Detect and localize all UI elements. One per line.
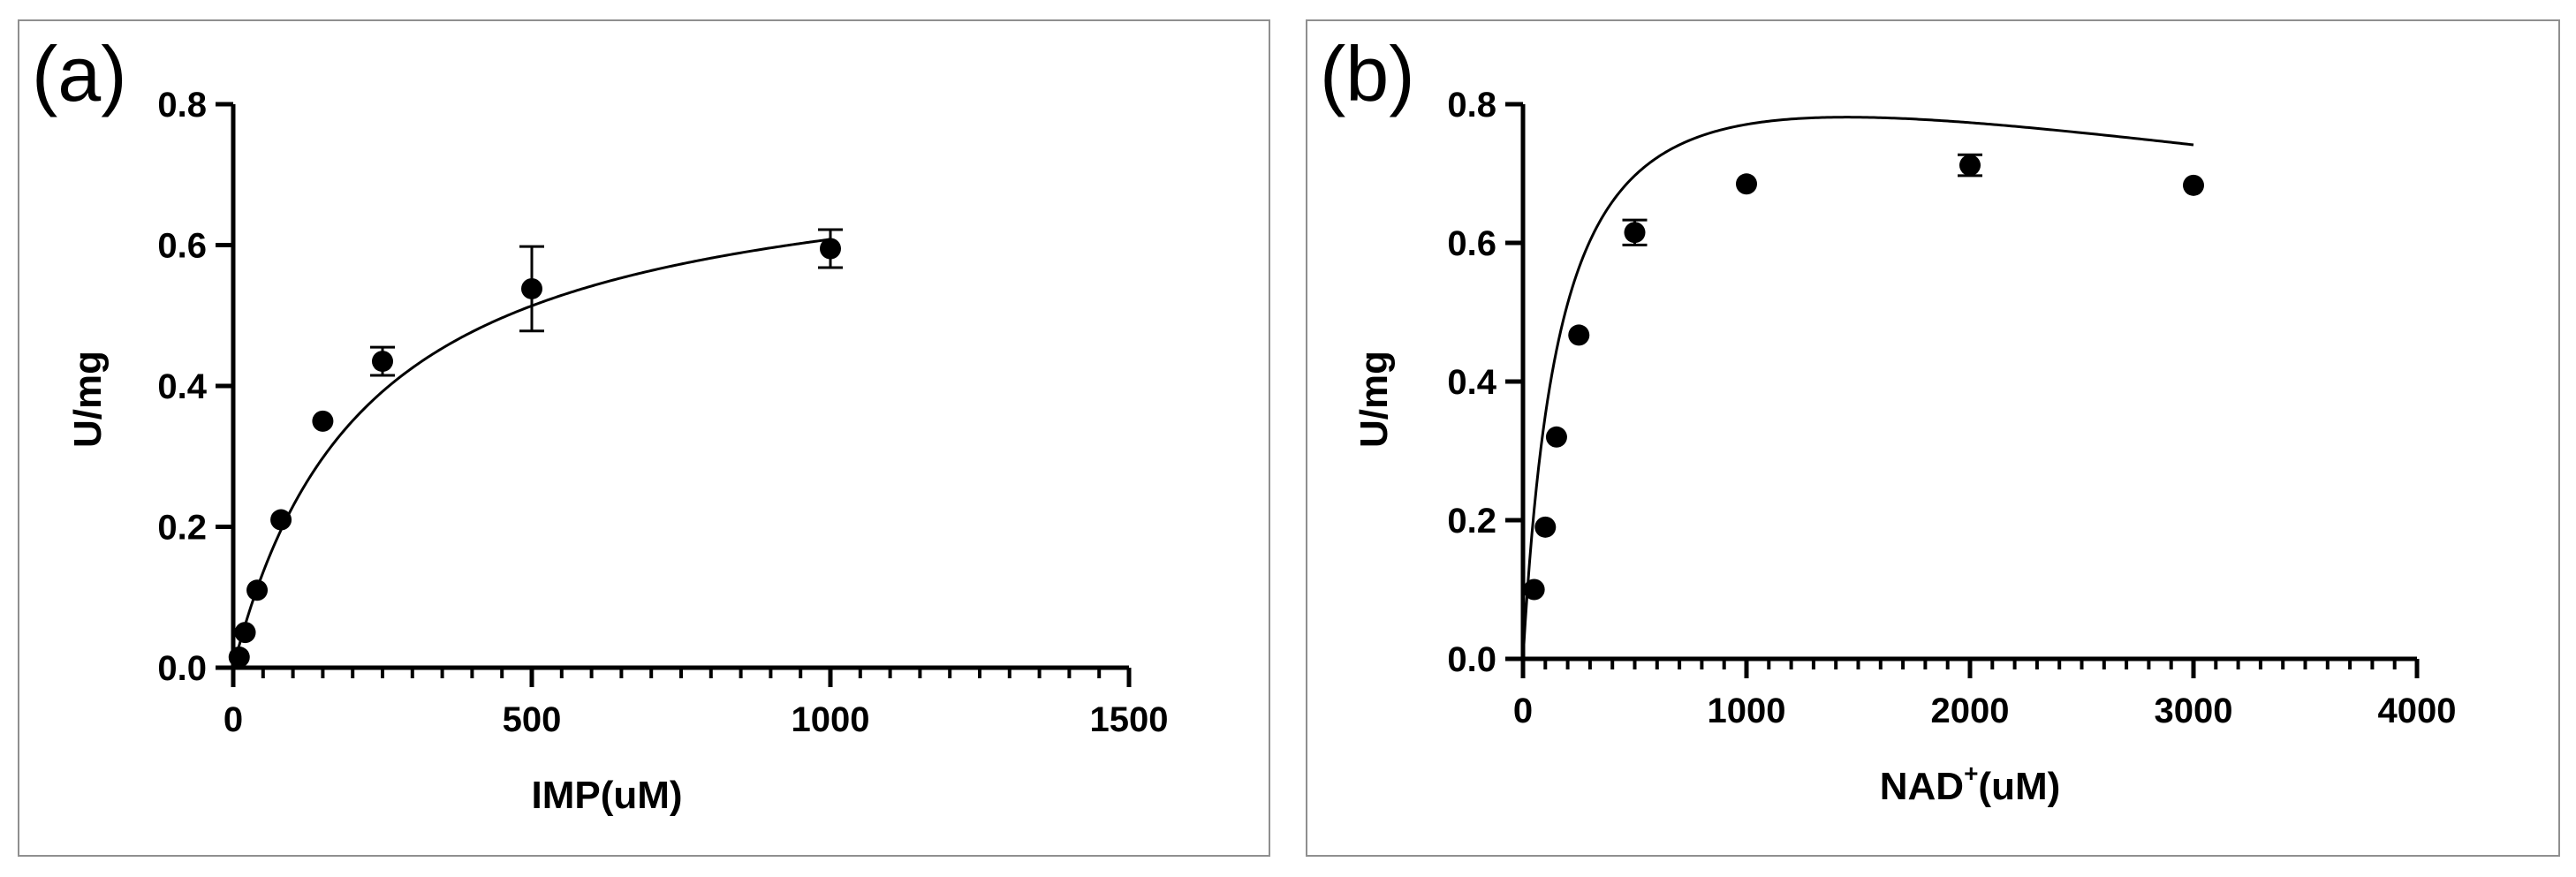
x-axis-label-b-unit: (uM) [1978, 765, 2060, 808]
x-tick-label-a-3: 1500 [1090, 700, 1169, 739]
data-point-a-0 [228, 646, 250, 669]
y-tick-label-b-1: 0.2 [1447, 502, 1496, 541]
x-tick-label-a-2: 1000 [792, 700, 870, 739]
x-axis-label-b-superscript: + [1964, 760, 1978, 787]
data-point-a-7 [820, 238, 841, 260]
panel-label-b: (b) [1320, 30, 1415, 117]
data-point-a-1 [234, 622, 256, 644]
x-axis-label-a: IMP(uM) [531, 774, 682, 817]
y-tick-label-a-0: 0.0 [157, 649, 207, 688]
data-point-a-3 [270, 509, 292, 531]
y-tick-label-b-4: 0.8 [1447, 86, 1496, 125]
x-axis-label-b-main: NAD [1880, 765, 1964, 808]
data-points-b [1523, 153, 2204, 601]
data-point-a-6 [521, 277, 542, 299]
y-tick-label-a-2: 0.4 [157, 367, 207, 406]
axes-b: 0.0 0.2 0.4 0.6 0.8 0 1000 2000 3000 4000 [1447, 86, 2456, 730]
fit-curve-b-group [1521, 116, 2194, 660]
x-tick-label-a-1: 500 [503, 700, 562, 739]
data-point-b-6 [1959, 155, 1981, 177]
axes-a: 0.0 0.2 0.4 0.6 0.8 0 500 1000 1500 [157, 86, 1168, 739]
data-point-b-2 [1545, 426, 1567, 448]
y-axis-label-a: U/mg [66, 351, 110, 448]
x-tick-label-a-0: 0 [224, 700, 243, 739]
y-tick-label-a-4: 0.8 [157, 86, 207, 125]
x-tick-label-b-1: 1000 [1708, 692, 1786, 730]
data-point-a-2 [246, 579, 269, 601]
y-tick-label-a-1: 0.2 [157, 509, 207, 548]
chart-a-svg: (a) U/mg IMP(uM) 0.0 0.2 0.4 0.6 0.8 0 500 1000… [32, 30, 1168, 817]
x-tick-label-b-2: 2000 [1931, 692, 2010, 730]
data-point-a-4 [312, 410, 334, 432]
y-axis-label-b: U/mg [1352, 351, 1396, 448]
panel-label-a: (a) [32, 30, 127, 117]
data-points-a [228, 228, 843, 669]
data-point-b-3 [1568, 324, 1590, 346]
x-tick-label-b-0: 0 [1513, 692, 1533, 730]
data-point-a-5 [372, 351, 393, 373]
y-tick-label-b-0: 0.0 [1447, 640, 1496, 679]
y-tick-label-b-2: 0.4 [1447, 363, 1496, 402]
chart-b-svg: (b) U/mg NAD+(uM) 0.0 0.2 0.4 0.6 0.8 0 1000 20… [1320, 30, 2456, 808]
x-axis-label-b: NAD+(uM) [1880, 760, 2061, 808]
x-tick-label-b-3: 3000 [2155, 692, 2233, 730]
x-tick-label-b-4: 4000 [2378, 692, 2457, 730]
chart-panel-a: (a) U/mg IMP(uM) 0.0 0.2 0.4 0.6 0.8 0 500 1000… [18, 19, 1270, 857]
fit-curve-b [1521, 116, 2194, 660]
data-point-b-1 [1534, 516, 1557, 538]
data-point-b-0 [1523, 578, 1545, 601]
y-tick-label-b-3: 0.6 [1447, 224, 1496, 263]
chart-panel-b: (b) U/mg NAD+(uM) 0.0 0.2 0.4 0.6 0.8 0 1000 20… [1306, 19, 2560, 857]
data-point-b-5 [1736, 173, 1757, 195]
y-tick-label-a-3: 0.6 [157, 227, 207, 266]
data-point-b-7 [2183, 174, 2204, 196]
data-point-b-4 [1624, 222, 1646, 244]
